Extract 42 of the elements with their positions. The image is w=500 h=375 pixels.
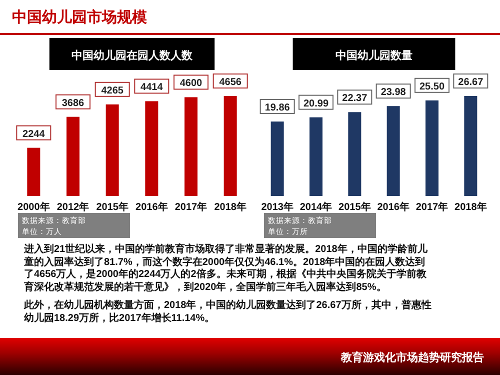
data-label: 4265 (101, 85, 124, 96)
bar (270, 122, 284, 196)
x-tick-label: 2017年 (174, 201, 208, 213)
bar (426, 100, 438, 196)
bar (145, 101, 158, 196)
text: 教育游戏化市场趋势研究报告 (341, 350, 484, 365)
bar (464, 96, 478, 196)
bar (348, 112, 362, 196)
text: 此外，在幼儿园机构数量方面，2018年，中国的幼儿园数量达到了26.67万所，其中，普惠性幼儿园18.29万所，比2017年增长11.14%。 (24, 300, 432, 325)
x-tick-label: 2015年 (96, 201, 128, 213)
x-tick-label: 2018年 (214, 201, 246, 213)
data-label: 26.67 (458, 77, 484, 88)
data-label: 20.99 (303, 98, 329, 110)
data-label: 3686 (62, 98, 85, 109)
chart-title: 中国幼儿园在园人数人数 (72, 49, 194, 62)
data-label: 4414 (140, 82, 164, 94)
x-tick-label: 2018年 (454, 201, 487, 213)
text: 中国幼儿园市场规模 (12, 8, 147, 27)
bar (66, 116, 80, 196)
data-label: 4656 (219, 77, 242, 88)
x-tick-label: 2012年 (56, 201, 90, 213)
data-label: 23.98 (380, 87, 406, 98)
x-tick-label: 2017年 (416, 201, 448, 213)
bar (27, 148, 40, 196)
x-tick-label: 2014年 (300, 201, 332, 213)
bar (106, 104, 119, 196)
x-tick-label: 2015年 (338, 201, 371, 213)
bar (184, 97, 198, 196)
bar (386, 106, 400, 196)
x-tick-label: 2013年 (261, 201, 294, 213)
data-label: 22.37 (342, 93, 368, 104)
x-tick-label: 2016年 (136, 201, 168, 213)
chart-title: 中国幼儿园数量 (336, 49, 412, 62)
data-label: 19.86 (264, 102, 290, 114)
x-tick-label: 2016年 (377, 201, 410, 213)
x-tick-label: 2000年 (18, 201, 50, 213)
text: 进入到21世纪以来，中国的学前教育市场取得了非常显著的发展。2018年，中国的学龄前儿童的入园率达到了81.7%，而这个数字在2000年仅仅为46.1%。2018年中国的在园人数达到了4656万人，是2000年的2244万人的2倍多。未来可期，根据《中共中央国务院关于学前教育深化改革规范发展的若干意见》，到2020年，全国学前三年毛入园率达到85%。 (24, 244, 428, 294)
bar (310, 117, 322, 196)
bar (224, 96, 237, 196)
data-label: 4600 (180, 78, 203, 90)
data-label: 25.50 (419, 81, 445, 92)
data-label: 2244 (22, 128, 46, 140)
